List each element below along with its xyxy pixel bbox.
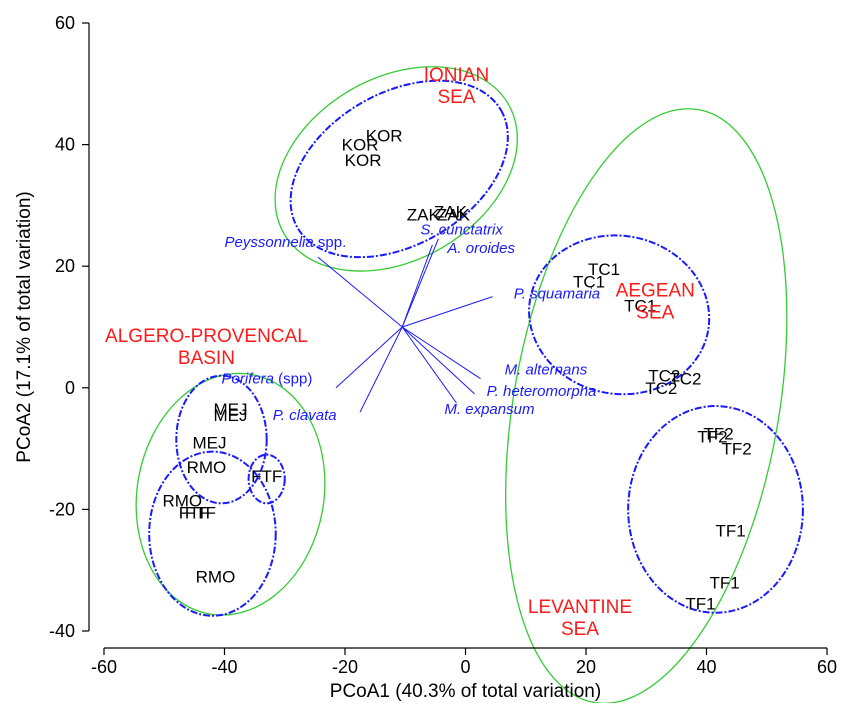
- site-label: MEJ: [214, 406, 248, 425]
- site-label: KOR: [366, 126, 403, 145]
- x-tick-label: -60: [91, 657, 117, 677]
- site-label: RMO: [196, 567, 236, 586]
- site-label: TC2: [669, 370, 701, 389]
- site-label: ZAK: [434, 202, 468, 221]
- site-label: TF2: [697, 427, 727, 446]
- site-label: ZAK: [437, 206, 471, 225]
- site-label: TC1: [588, 260, 620, 279]
- x-tick-label: 20: [576, 657, 596, 677]
- cluster-hulls: [135, 66, 804, 703]
- outer-hull-ellipse: [135, 372, 326, 616]
- cluster-ellipse: [528, 234, 711, 396]
- y-ticks: -40 -20 0 20 40 60: [49, 13, 89, 641]
- site-label: KOR: [342, 136, 379, 155]
- region-label: IONIAN: [424, 65, 489, 86]
- species-vector-line: [402, 296, 493, 328]
- region-label: AEGEAN: [616, 281, 695, 302]
- y-tick-label: -20: [49, 499, 75, 519]
- region-label: ALGERO-PROVENCAL: [105, 326, 308, 347]
- cluster-ellipse: [247, 453, 286, 505]
- species-vector-line: [401, 326, 457, 404]
- cluster-ellipse: [289, 79, 509, 259]
- species-vector-line: [335, 326, 403, 389]
- species-vector-label: Porifera (spp): [221, 371, 312, 388]
- species-vector-line: [359, 326, 403, 413]
- site-label: TC2: [645, 379, 677, 398]
- site-label: TC2: [648, 367, 680, 386]
- region-label: SEA: [437, 87, 475, 108]
- species-vector-label: S. cunctatrix: [420, 222, 503, 239]
- region-labels: IONIANSEAAEGEANSEAALGERO-PROVENCALBASINL…: [105, 65, 695, 640]
- x-ticks: -60 -40 -20 0 20 40 60: [91, 648, 837, 677]
- cluster-ellipse: [148, 450, 277, 617]
- site-label: TF1: [709, 573, 739, 592]
- x-axis-title: PCoA1 (40.3% of total variation): [330, 681, 601, 702]
- species-vector-line: [401, 244, 433, 328]
- outer-hull-ellipse: [274, 66, 518, 272]
- site-label: MEJ: [214, 400, 248, 419]
- species-vector-line: [401, 326, 481, 380]
- species-vector-label: M. expansum: [444, 401, 534, 418]
- site-labels: KORKORKORZAKZAKZAKTC1TC1TC1TC2TC2TC2TF2T…: [162, 126, 751, 613]
- site-label: FTF: [179, 503, 210, 522]
- site-label: TF2: [722, 440, 752, 459]
- site-label: ZAK: [407, 206, 441, 225]
- site-label: TF1: [685, 595, 715, 614]
- species-vector-line: [317, 256, 403, 328]
- species-vector-line: [401, 238, 439, 328]
- species-vector-label: A. oroides: [446, 240, 515, 257]
- site-label: RMO: [187, 458, 227, 477]
- x-tick-label: 60: [817, 657, 837, 677]
- species-vector-label: P. clavata: [273, 407, 337, 424]
- cluster-ellipse: [627, 405, 804, 614]
- site-label: TC1: [624, 297, 656, 316]
- x-tick-label: 0: [460, 657, 470, 677]
- x-tick-label: 40: [696, 657, 716, 677]
- region-label: LEVANTINE: [528, 597, 632, 618]
- x-tick-label: -20: [332, 657, 358, 677]
- y-tick-label: 20: [55, 256, 75, 276]
- axes: -60 -40 -20 0 20 40 60 -40 -20 0 20 40 60 PCoA1 (40…: [14, 13, 837, 702]
- site-label: FTF: [185, 503, 216, 522]
- region-label: SEA: [636, 303, 674, 324]
- y-tick-label: 60: [55, 13, 75, 33]
- region-label: SEA: [561, 619, 599, 640]
- species-vector-label: P. squamaria: [514, 286, 600, 303]
- cluster-ellipse: [175, 374, 268, 505]
- site-label: KOR: [345, 151, 382, 170]
- site-label: TF1: [715, 522, 745, 541]
- outer-hull-ellipse: [504, 108, 788, 703]
- site-label: TF2: [703, 424, 733, 443]
- region-label: BASIN: [178, 348, 235, 369]
- species-vector-label: P. heteromorpha: [487, 383, 597, 400]
- site-label: TC1: [573, 272, 605, 291]
- species-vector-line: [401, 326, 475, 395]
- y-tick-label: -40: [49, 621, 75, 641]
- species-vector-label: M. alternans: [505, 362, 588, 379]
- y-tick-label: 40: [55, 135, 75, 155]
- site-label: MEJ: [192, 434, 226, 453]
- y-axis-title: PCoA2 (17.1% of total variation): [14, 191, 35, 462]
- species-vector-label: Peyssonnelia spp.: [225, 234, 347, 251]
- site-label: FTF: [251, 467, 282, 486]
- site-label: RMO: [162, 491, 202, 510]
- x-tick-label: -40: [211, 657, 237, 677]
- y-tick-label: 0: [65, 378, 75, 398]
